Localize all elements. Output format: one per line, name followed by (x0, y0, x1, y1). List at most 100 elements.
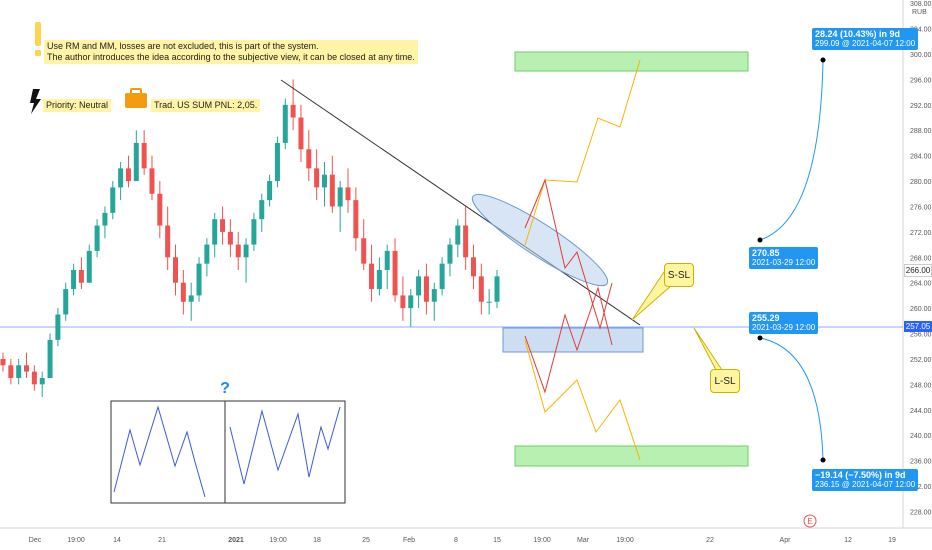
measure-down-start-time: 2021-03-29 12:00 (752, 323, 816, 332)
candle-body (149, 168, 155, 194)
y-tick-label: 288.00 (910, 128, 932, 135)
y-tick-label: 300.00 (910, 52, 932, 59)
candle-body (345, 187, 351, 201)
y-tick-label: 232.00 (910, 484, 932, 491)
candle-body (274, 142, 280, 182)
candle-body (227, 231, 233, 245)
candle-body (180, 282, 186, 302)
descending-trendline (280, 79, 641, 326)
candle-body (392, 250, 398, 296)
measure-down-curve (759, 337, 824, 461)
pnl-note: Trad. US SUM PNL: 2,05. (151, 99, 261, 112)
candle-body (400, 295, 406, 309)
y-tick-label: 260.00 (910, 306, 932, 313)
y-tick-label: 280.00 (910, 179, 932, 186)
candle-body (431, 289, 437, 302)
candle-body (86, 250, 92, 283)
candle-body (235, 244, 241, 258)
s-sl-callout[interactable]: S-SL (664, 263, 694, 287)
x-tick-label: 2021 (228, 537, 244, 544)
x-tick-label: 15 (493, 537, 501, 544)
measure-down-end-box[interactable]: −19.14 (−7.50%) in 9d 236.15 @ 2021-04-0… (812, 469, 919, 491)
measure-up-start-price: 270.85 (752, 248, 780, 258)
candle-body (416, 276, 422, 296)
candle-body (24, 365, 30, 372)
x-tick-label: 19:00 (269, 537, 287, 544)
candle-body (188, 295, 194, 302)
candle-body (110, 187, 116, 213)
candle-body (204, 244, 210, 264)
x-tick-label: 14 (113, 537, 121, 544)
entry-zone-rect (502, 327, 644, 353)
candle-body (196, 263, 202, 296)
x-tick-label: 18 (313, 537, 321, 544)
candle-body (384, 250, 390, 271)
candle-body (8, 365, 14, 379)
y-tick-label: 264.00 (910, 281, 932, 288)
upper-target-box (514, 51, 749, 72)
candle-body (298, 117, 304, 150)
measure-down-end-dot (820, 457, 826, 463)
l-sl-callout[interactable]: L-SL (710, 369, 740, 393)
red-upper-path (524, 178, 613, 330)
x-tick-label: 19:00 (67, 537, 85, 544)
measure-down-end-line-2: 236.15 @ 2021-04-07 12:00 (815, 480, 916, 489)
measure-down-start-box[interactable]: 255.29 2021-03-29 12:00 (749, 312, 819, 334)
candle-body (102, 212, 108, 226)
x-tick-label: 25 (362, 537, 370, 544)
x-tick-label: 21 (158, 537, 166, 544)
measure-up-start-time: 2021-03-29 12:00 (752, 258, 816, 267)
candle-body (133, 142, 139, 182)
candle-body (220, 219, 226, 232)
candle-body (282, 104, 288, 143)
y-tick-label: 236.00 (910, 459, 932, 466)
warning-note: Use RM and MM, losses are not excluded, … (44, 40, 418, 64)
briefcase-handle (130, 88, 142, 95)
candle-body (157, 193, 163, 226)
x-tick-label: Feb (403, 537, 415, 544)
candle-body (470, 257, 476, 277)
candle-body (306, 149, 312, 169)
x-tick-label: 22 (706, 537, 714, 544)
question-mark: ? (220, 380, 230, 397)
y-tick-label: 304.00 (910, 27, 932, 34)
y-tick-label: 272.00 (910, 230, 932, 237)
x-tick-label: 8 (454, 537, 458, 544)
measure-up-curve (759, 59, 824, 241)
x-tick-label: Apr (780, 537, 792, 544)
y-tick-label: 256.00 (910, 332, 932, 339)
candle-body (314, 168, 320, 188)
y-tick-label: 276.00 (910, 204, 932, 211)
y-tick-label: 308.00 (910, 1, 932, 8)
candle-body (329, 174, 335, 207)
candle-body (439, 263, 445, 290)
lightning-icon (30, 89, 41, 114)
candle-body (212, 219, 218, 245)
candle-body (337, 187, 343, 207)
currency-label: RUB (912, 9, 927, 16)
candle-body (408, 295, 414, 309)
priority-note: Priority: Neutral (43, 99, 112, 112)
y-tick-label: 248.00 (910, 382, 932, 389)
pattern-right-zigzag (229, 406, 341, 485)
briefcase-icon (125, 93, 147, 108)
candle-body (267, 181, 273, 201)
candle-body (173, 257, 179, 283)
candle-body (478, 276, 484, 302)
measure-up-end-line-2: 299.09 @ 2021-04-07 12:00 (815, 39, 916, 48)
bearish-projection-path (524, 339, 641, 461)
measure-down-end-line-1: −19.14 (−7.50%) in 9d (815, 470, 906, 480)
earnings-marker-icon (803, 514, 817, 528)
exclamation-icon-dot (35, 50, 41, 56)
x-tick-label: 19:00 (533, 537, 551, 544)
candle-body (455, 225, 461, 245)
measure-up-start-box[interactable]: 270.85 2021-03-29 12:00 (749, 247, 819, 269)
candle-body (361, 238, 367, 264)
warning-line-2: The author introduces the idea according… (47, 52, 415, 62)
bullish-projection-path (524, 59, 641, 246)
measure-down-start-dot (757, 335, 763, 341)
measure-up-end-box[interactable]: 28.24 (10.43%) in 9d 299.09 @ 2021-04-07… (812, 28, 919, 50)
lower-target-box (514, 445, 749, 467)
